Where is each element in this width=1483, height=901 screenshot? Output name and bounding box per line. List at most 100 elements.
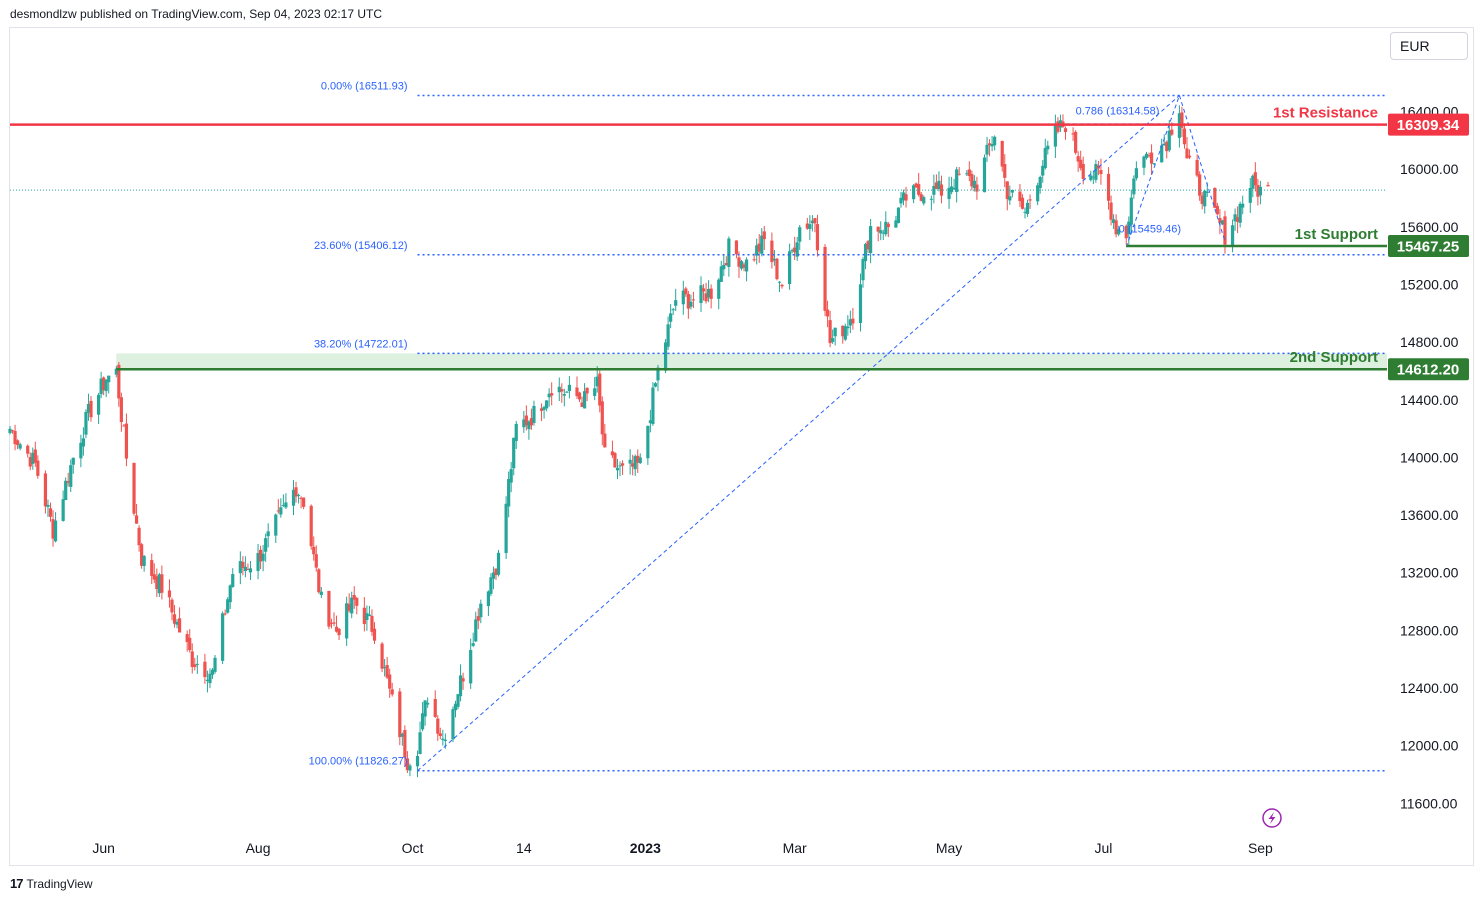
candle-body [170,599,174,613]
retracement-label: 0 (15459.46) [1119,224,1181,236]
candle [474,611,478,643]
candle [99,371,103,399]
candle-body [858,284,863,323]
candle [420,702,425,732]
candle-body [719,266,723,282]
candle [1018,184,1022,207]
candle-body [489,577,493,594]
candle [1203,190,1207,214]
candle-body [914,183,918,188]
candle [545,400,549,412]
candle-body [593,388,597,396]
candle-body [79,442,83,459]
candle [132,462,136,516]
price-tick-label: 13200.00 [1400,565,1459,581]
candle-body [317,569,321,593]
candle [760,228,764,257]
candle-body [1109,202,1113,220]
currency-button[interactable]: EUR [1390,32,1468,60]
candle-body [400,733,404,737]
candle [628,449,632,475]
candle [243,556,248,578]
candle [380,642,384,673]
candle [486,590,490,617]
candle [585,387,589,402]
candle-body [628,459,632,464]
candle-body [261,553,265,561]
candle-body [707,288,711,298]
candle-body [208,673,212,684]
candle-body [423,700,427,717]
candle [1236,206,1240,234]
candle [972,175,976,192]
candle [185,630,189,652]
candle-body [1160,145,1164,163]
candle [436,715,440,741]
candle-body [451,709,455,740]
candle-body [140,544,144,566]
candle-body [932,186,936,195]
candle-body [848,319,852,326]
candle [770,232,774,269]
candle-body [808,224,812,229]
price-tick-label: 12000.00 [1400,738,1459,754]
candle-body [15,440,20,445]
candle-body [633,456,637,470]
candle [31,447,35,470]
candle-body [1127,221,1131,235]
candle [1089,170,1093,182]
candle [894,215,898,228]
candle-body [957,173,961,175]
candle [833,327,837,346]
candle-body [461,678,465,682]
candle [347,593,351,613]
candle [140,542,144,569]
candle [1036,182,1040,206]
candle-body [385,665,389,678]
candle-body [512,437,516,469]
candle-body [1056,121,1060,132]
candle-body [31,452,35,464]
candle [937,171,941,192]
candle-body [312,546,316,555]
candle [610,440,615,459]
candle-body [1182,128,1187,145]
candle [810,215,814,232]
candle-body [294,487,298,497]
candle-body [314,554,318,568]
candle [509,461,513,493]
candle [264,533,268,562]
candle [550,382,554,406]
candle-body [1010,189,1014,193]
candle [1020,194,1025,210]
candle [615,458,620,480]
tradingview-footer[interactable]: 17 TradingView [10,876,93,891]
candle [226,597,230,614]
candle [317,567,321,594]
candle-body [1218,218,1222,223]
candle [947,176,951,209]
candle-body [89,400,93,418]
candle [577,391,582,402]
candle [987,139,992,157]
candle-body [1185,148,1189,159]
candle [737,251,741,278]
candle [674,288,678,312]
candle [686,290,690,319]
candle [795,236,799,261]
candle-body [1241,203,1245,208]
candle-body [1142,156,1146,168]
chart-frame [9,27,1474,866]
time-tick-label: 14 [516,840,532,856]
candle-body [426,702,430,705]
lightning-icon[interactable] [1262,808,1282,828]
candle-body [157,574,161,594]
candle [494,568,498,580]
candle-body [805,223,809,229]
candle-body [302,497,306,507]
candle [1117,225,1121,237]
candle-body [717,279,721,299]
fib-level-label: 0.00% (16511.93) [321,80,408,92]
candle-body [560,389,564,392]
